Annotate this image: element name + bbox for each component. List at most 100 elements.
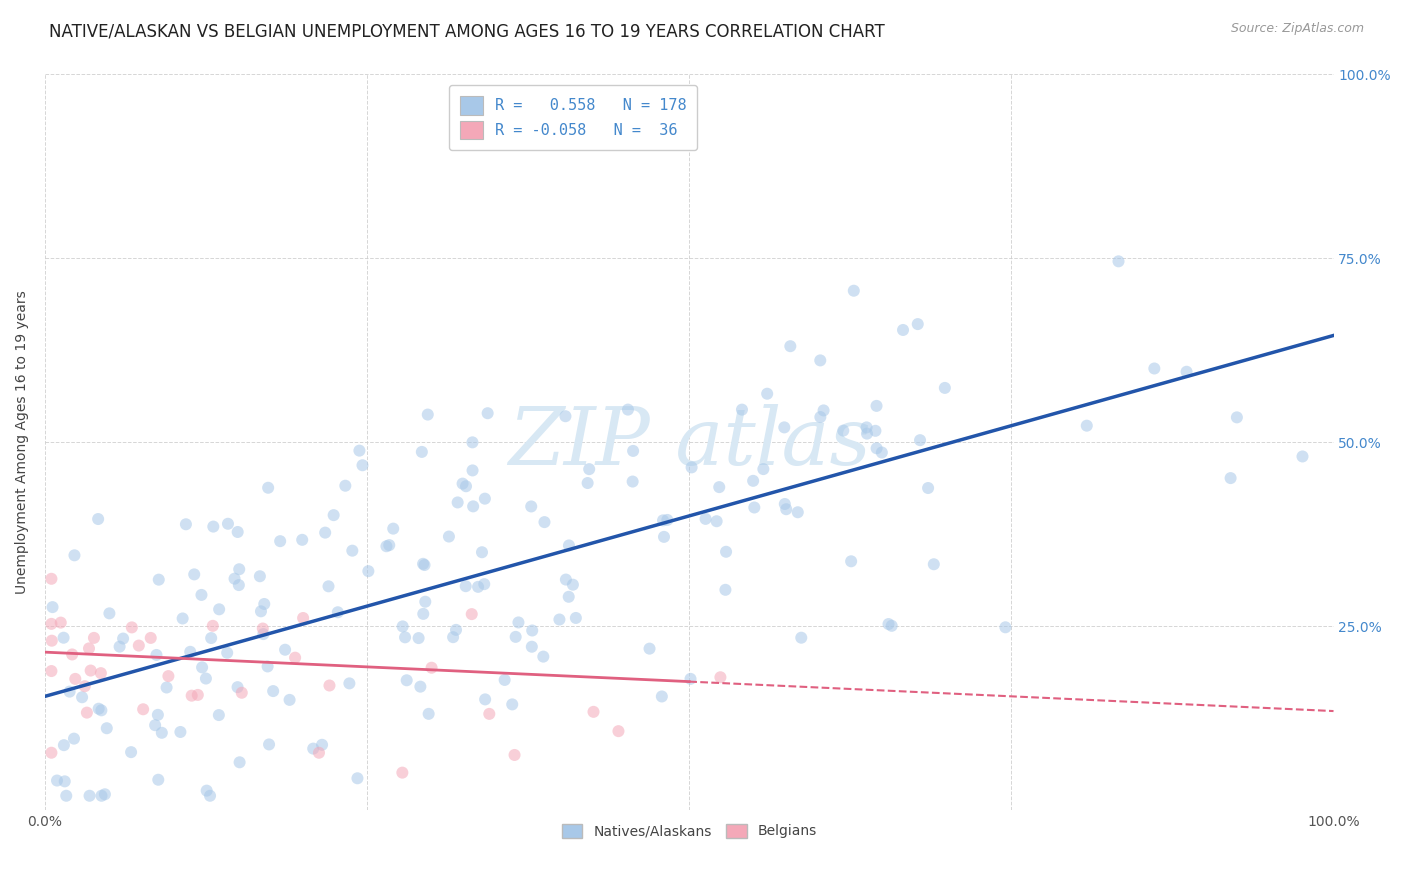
- Point: [714, 545, 737, 559]
- Point: [531, 649, 554, 664]
- Point: [112, 632, 135, 646]
- Point: [201, 619, 224, 633]
- Point: [256, 659, 278, 673]
- Point: [90, 703, 112, 717]
- Point: [187, 688, 209, 702]
- Point: [786, 505, 808, 519]
- Point: [808, 353, 831, 368]
- Point: [217, 516, 239, 531]
- Point: [520, 500, 543, 514]
- Point: [292, 611, 315, 625]
- Point: [252, 622, 274, 636]
- Point: [346, 772, 368, 786]
- Point: [742, 500, 765, 515]
- Point: [55, 789, 77, 803]
- Point: [412, 557, 434, 571]
- Point: [865, 399, 887, 413]
- Point: [349, 443, 371, 458]
- Point: [375, 539, 398, 553]
- Point: [709, 670, 731, 684]
- Point: [391, 619, 413, 633]
- Point: [395, 673, 418, 688]
- Point: [337, 676, 360, 690]
- Point: [548, 613, 571, 627]
- Point: [638, 641, 661, 656]
- Point: [41, 633, 63, 648]
- Point: [501, 698, 523, 712]
- Point: [53, 774, 76, 789]
- Point: [63, 549, 86, 563]
- Point: [155, 681, 177, 695]
- Point: [231, 686, 253, 700]
- Point: [79, 664, 101, 678]
- Point: [908, 433, 931, 447]
- Point: [172, 611, 194, 625]
- Point: [994, 620, 1017, 634]
- Point: [121, 620, 143, 634]
- Point: [420, 661, 443, 675]
- Point: [411, 445, 433, 459]
- Point: [891, 323, 914, 337]
- Point: [578, 462, 600, 476]
- Point: [471, 545, 494, 559]
- Text: Source: ZipAtlas.com: Source: ZipAtlas.com: [1230, 22, 1364, 36]
- Point: [226, 680, 249, 694]
- Point: [352, 458, 374, 473]
- Point: [451, 476, 474, 491]
- Point: [558, 538, 581, 552]
- Point: [742, 474, 765, 488]
- Point: [775, 502, 797, 516]
- Point: [59, 684, 82, 698]
- Point: [157, 669, 180, 683]
- Point: [52, 738, 75, 752]
- Point: [291, 533, 314, 547]
- Point: [505, 630, 527, 644]
- Point: [318, 579, 340, 593]
- Point: [41, 664, 63, 678]
- Point: [652, 530, 675, 544]
- Point: [418, 706, 440, 721]
- Point: [132, 702, 155, 716]
- Point: [437, 530, 460, 544]
- Point: [65, 672, 87, 686]
- Point: [607, 724, 630, 739]
- Point: [169, 725, 191, 739]
- Point: [472, 577, 495, 591]
- Point: [49, 615, 72, 630]
- Point: [394, 630, 416, 644]
- Point: [467, 580, 489, 594]
- Point: [284, 650, 307, 665]
- Point: [70, 690, 93, 705]
- Point: [391, 765, 413, 780]
- Point: [856, 426, 879, 441]
- Point: [714, 582, 737, 597]
- Point: [41, 746, 63, 760]
- Point: [278, 693, 301, 707]
- Point: [262, 684, 284, 698]
- Point: [565, 611, 588, 625]
- Point: [148, 772, 170, 787]
- Point: [1291, 450, 1313, 464]
- Point: [180, 689, 202, 703]
- Point: [408, 631, 430, 645]
- Point: [208, 708, 231, 723]
- Point: [190, 588, 212, 602]
- Point: [554, 573, 576, 587]
- Point: [378, 538, 401, 552]
- Point: [128, 639, 150, 653]
- Point: [441, 630, 464, 644]
- Point: [679, 672, 702, 686]
- Point: [855, 420, 877, 434]
- Point: [651, 690, 673, 704]
- Point: [1175, 365, 1198, 379]
- Point: [143, 718, 166, 732]
- Point: [773, 420, 796, 434]
- Point: [357, 564, 380, 578]
- Point: [83, 631, 105, 645]
- Point: [813, 403, 835, 417]
- Point: [217, 646, 239, 660]
- Point: [447, 495, 470, 509]
- Point: [756, 386, 779, 401]
- Point: [194, 672, 217, 686]
- Point: [41, 600, 63, 615]
